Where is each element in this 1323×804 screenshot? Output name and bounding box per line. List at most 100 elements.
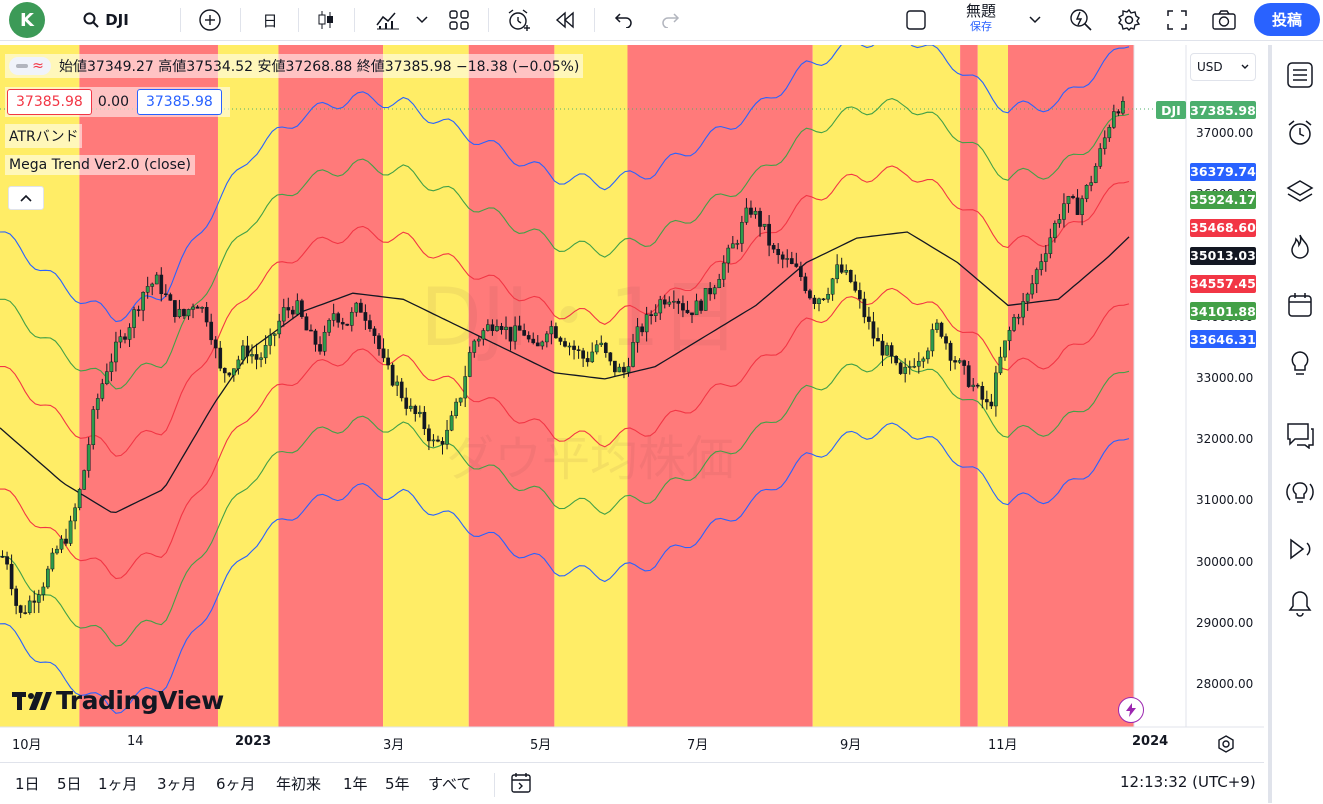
- indicator-legend-megatrend[interactable]: Mega Trend Ver2.0 (close): [5, 155, 195, 175]
- bear-candle: [803, 276, 808, 291]
- compare-add-symbol-button[interactable]: [194, 0, 226, 40]
- chart-type-button[interactable]: [310, 0, 342, 40]
- alarm-clock-icon: [1288, 120, 1312, 145]
- time-label: 3月: [383, 738, 405, 753]
- bull-candle: [721, 262, 726, 280]
- layout-button[interactable]: [898, 0, 934, 40]
- price-level-label: 33646.31: [1190, 330, 1256, 349]
- go-to-date-button[interactable]: [508, 771, 534, 795]
- chevron-down-icon: [1241, 64, 1249, 69]
- time-label: 2023: [235, 734, 272, 749]
- sell-price-button[interactable]: 37385.98: [7, 89, 92, 115]
- bear-candle: [681, 303, 685, 311]
- play-broadcast-icon: [1290, 538, 1311, 560]
- bull-candle: [730, 243, 735, 249]
- ideas-button[interactable]: [1280, 343, 1320, 383]
- tradingview-logo[interactable]: TradingView: [12, 686, 224, 715]
- range-1y-button[interactable]: 1年: [343, 775, 368, 793]
- layout-name-button[interactable]: 無題 保存: [950, 2, 1012, 38]
- bull-candle: [263, 345, 268, 359]
- bull-candle: [844, 269, 849, 273]
- bull-candle: [41, 586, 46, 595]
- bull-candle: [141, 292, 145, 311]
- data-window-button[interactable]: [1280, 171, 1320, 211]
- bear-candle: [422, 411, 427, 430]
- bull-candle: [150, 283, 155, 287]
- collapse-legend-button[interactable]: [8, 186, 44, 210]
- bear-candle: [603, 342, 608, 353]
- layout-templates-button[interactable]: [443, 0, 475, 40]
- range-1m-button[interactable]: 1ヶ月: [98, 775, 138, 793]
- indicators-dropdown[interactable]: [412, 0, 432, 40]
- bull-candle: [481, 330, 486, 340]
- price-chart[interactable]: DJI・1日 ダウ平均株価: [0, 45, 1264, 762]
- layout-dropdown[interactable]: [1024, 0, 1046, 40]
- range-5y-button[interactable]: 5年: [385, 775, 410, 793]
- public-chat-button[interactable]: [1280, 529, 1320, 569]
- chevron-down-icon: [416, 16, 428, 24]
- range-5d-button[interactable]: 5日: [57, 775, 82, 793]
- interval-button[interactable]: 日: [254, 0, 286, 40]
- bull-candle: [1080, 198, 1084, 215]
- replay-button[interactable]: [548, 0, 582, 40]
- divider: [298, 8, 299, 32]
- range-3m-button[interactable]: 3ヶ月: [157, 775, 197, 793]
- undo-button[interactable]: [606, 0, 640, 40]
- bull-candle: [114, 341, 118, 363]
- alerts-button[interactable]: [1280, 113, 1320, 153]
- lightning-search-icon: [1070, 9, 1092, 31]
- bear-candle: [195, 306, 200, 309]
- bull-candle: [100, 383, 105, 399]
- bull-candle: [59, 538, 64, 550]
- price-tick: 28000.00: [1196, 677, 1254, 691]
- bear-candle: [758, 210, 762, 227]
- order-entry: 37385.98 0.00 37385.98: [5, 87, 230, 117]
- bull-candle: [349, 311, 354, 326]
- price-tick: 33000.00: [1196, 370, 1254, 385]
- range-ytd-button[interactable]: 年初来: [276, 775, 322, 793]
- chats-button[interactable]: [1280, 415, 1320, 455]
- redo-button[interactable]: [654, 0, 688, 40]
- publish-button[interactable]: 投稿: [1254, 3, 1320, 36]
- bull-zone: [383, 45, 469, 727]
- candles-icon: [318, 11, 333, 29]
- currency-select[interactable]: USD: [1190, 53, 1256, 81]
- user-avatar[interactable]: K: [9, 2, 45, 38]
- bull-candle: [259, 357, 263, 360]
- snapshot-button[interactable]: [1206, 0, 1242, 40]
- symbol-search-button[interactable]: DJI: [76, 0, 136, 40]
- streams-button[interactable]: [1280, 473, 1320, 513]
- notifications-button[interactable]: [1280, 583, 1320, 623]
- bull-candle: [191, 306, 195, 310]
- range-1d-button[interactable]: 1日: [15, 775, 40, 793]
- bear-candle: [359, 302, 363, 313]
- chart-pane[interactable]: DJI・1日 ダウ平均株価 ≈ 始値37349.27 高値37534.52 安値…: [0, 45, 1264, 800]
- indicator-legend-atr[interactable]: ATRバンド: [5, 124, 83, 148]
- fullscreen-button[interactable]: [1160, 0, 1194, 40]
- bear-candle: [372, 328, 377, 336]
- bear-candle: [436, 439, 440, 442]
- watchlist-button[interactable]: [1280, 55, 1320, 95]
- bull-candle: [916, 360, 921, 367]
- legend-toggle-button[interactable]: ≈: [9, 57, 51, 75]
- hotlists-button[interactable]: [1280, 227, 1320, 267]
- indicators-button[interactable]: [368, 0, 408, 40]
- range-all-button[interactable]: すべて: [428, 775, 472, 793]
- quick-search-button[interactable]: [1064, 0, 1098, 40]
- bull-candle: [232, 368, 236, 376]
- alert-button[interactable]: [502, 0, 536, 40]
- bull-candle: [785, 258, 790, 260]
- bear-candle: [649, 314, 654, 316]
- bull-candle: [635, 326, 640, 343]
- bull-zone: [812, 45, 961, 727]
- range-6m-button[interactable]: 6ヶ月: [216, 775, 256, 793]
- settings-button[interactable]: [1112, 0, 1146, 40]
- quick-trade-button[interactable]: [1118, 697, 1144, 723]
- bear-candle: [880, 340, 885, 356]
- buy-price-button[interactable]: 37385.98: [136, 89, 222, 115]
- bull-candle: [930, 329, 935, 352]
- chart-settings-button[interactable]: [1214, 733, 1238, 755]
- clock-timezone[interactable]: 12:13:32 (UTC+9): [1120, 773, 1256, 791]
- bull-candle: [885, 345, 889, 356]
- calendar-button[interactable]: [1280, 285, 1320, 325]
